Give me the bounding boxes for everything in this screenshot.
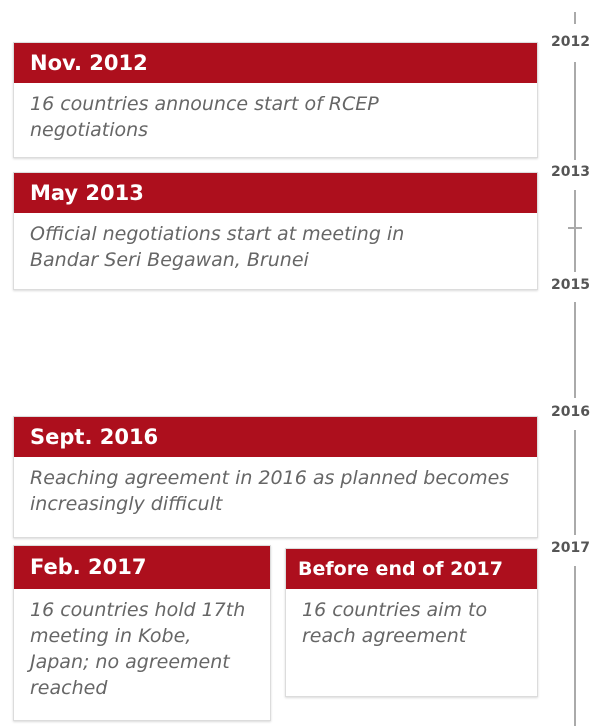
event-description: 16 countries aim to reach agreement bbox=[302, 599, 488, 647]
event-date: May 2013 bbox=[14, 173, 537, 213]
event-date: Nov. 2012 bbox=[14, 43, 537, 83]
year-label: 2013 bbox=[551, 164, 590, 180]
year-label: 2015 bbox=[551, 277, 590, 293]
year-label: 2012 bbox=[551, 34, 590, 50]
year-label: 2017 bbox=[551, 540, 590, 556]
event-description: Reaching agreement in 2016 as planned be… bbox=[30, 467, 510, 515]
event-description: Official negotiations start at meeting i… bbox=[30, 223, 405, 271]
event-date: Sept. 2016 bbox=[14, 417, 537, 457]
axis-line bbox=[568, 12, 582, 726]
event-card: Before end of 2017 16 countries aim to r… bbox=[285, 548, 538, 697]
event-date: Feb. 2017 bbox=[14, 546, 270, 589]
event-description: 16 countries announce start of RCEP nego… bbox=[30, 93, 379, 141]
event-card: Feb. 2017 16 countries hold 17th meeting… bbox=[13, 545, 271, 721]
event-description: 16 countries hold 17th meeting in Kobe, … bbox=[30, 599, 246, 699]
event-date: Before end of 2017 bbox=[286, 549, 537, 589]
year-label: 2016 bbox=[551, 404, 590, 420]
event-card: May 2013 Official negotiations start at … bbox=[13, 172, 538, 290]
event-card: Nov. 2012 16 countries announce start of… bbox=[13, 42, 538, 158]
event-card: Sept. 2016 Reaching agreement in 2016 as… bbox=[13, 416, 538, 538]
